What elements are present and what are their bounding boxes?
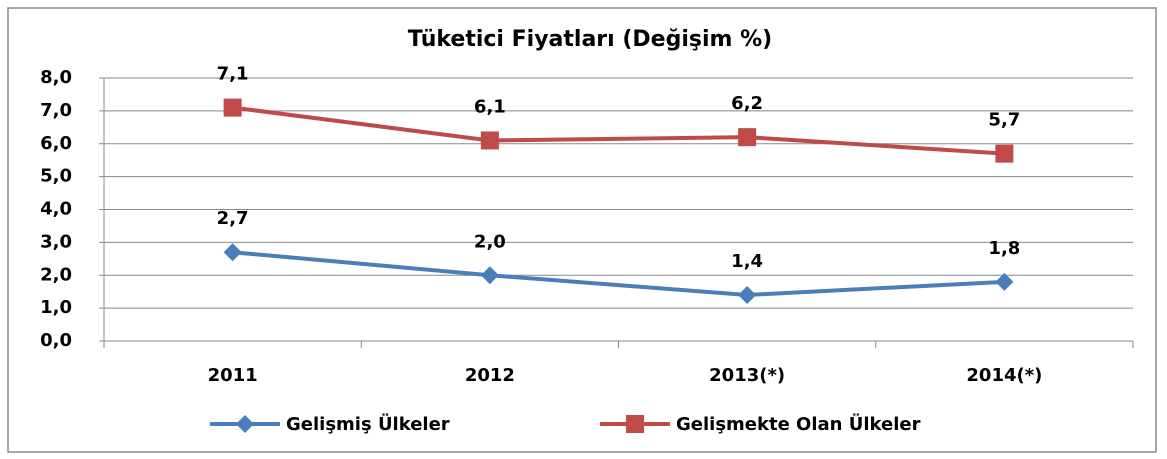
data-point	[223, 98, 242, 117]
legend-marker	[236, 415, 254, 433]
x-tick-label: 2012	[465, 365, 515, 386]
data-point	[995, 272, 1014, 291]
y-tick-label: 0,0	[40, 330, 72, 351]
data-point	[480, 266, 499, 285]
data-label: 2,7	[217, 208, 249, 229]
series-line	[232, 105, 1005, 156]
data-point	[223, 243, 242, 262]
legend-label: Gelişmekte Olan Ülkeler	[676, 413, 921, 435]
chart-border	[7, 7, 1157, 453]
y-tick-label: 1,0	[40, 297, 72, 318]
data-label: 6,2	[731, 93, 763, 114]
data-point	[480, 131, 499, 150]
data-point	[995, 144, 1014, 163]
x-tick-label: 2013(*)	[709, 365, 785, 386]
legend-label: Gelişmiş Ülkeler	[286, 413, 450, 435]
y-tick-label: 6,0	[40, 133, 72, 154]
y-tick-label: 3,0	[40, 231, 72, 252]
x-tick-label: 2014(*)	[966, 365, 1042, 386]
y-tick-label: 5,0	[40, 166, 72, 187]
data-label: 1,4	[731, 251, 763, 272]
data-label: 1,8	[988, 238, 1020, 259]
data-point	[738, 285, 757, 304]
y-tick-label: 8,0	[40, 67, 72, 88]
data-label: 5,7	[988, 110, 1020, 131]
data-label: 6,1	[474, 96, 506, 117]
series-line	[232, 250, 1005, 297]
y-tick-label: 4,0	[40, 199, 72, 220]
data-point	[738, 128, 757, 147]
y-tick-label: 2,0	[40, 264, 72, 285]
legend-marker	[626, 415, 644, 433]
y-tick-label: 7,0	[40, 100, 72, 121]
x-tick-label: 2011	[208, 365, 258, 386]
data-label: 2,0	[474, 231, 506, 252]
data-label: 7,1	[217, 64, 249, 85]
chart-title: Tüketici Fiyatları (Değişim %)	[408, 27, 772, 52]
